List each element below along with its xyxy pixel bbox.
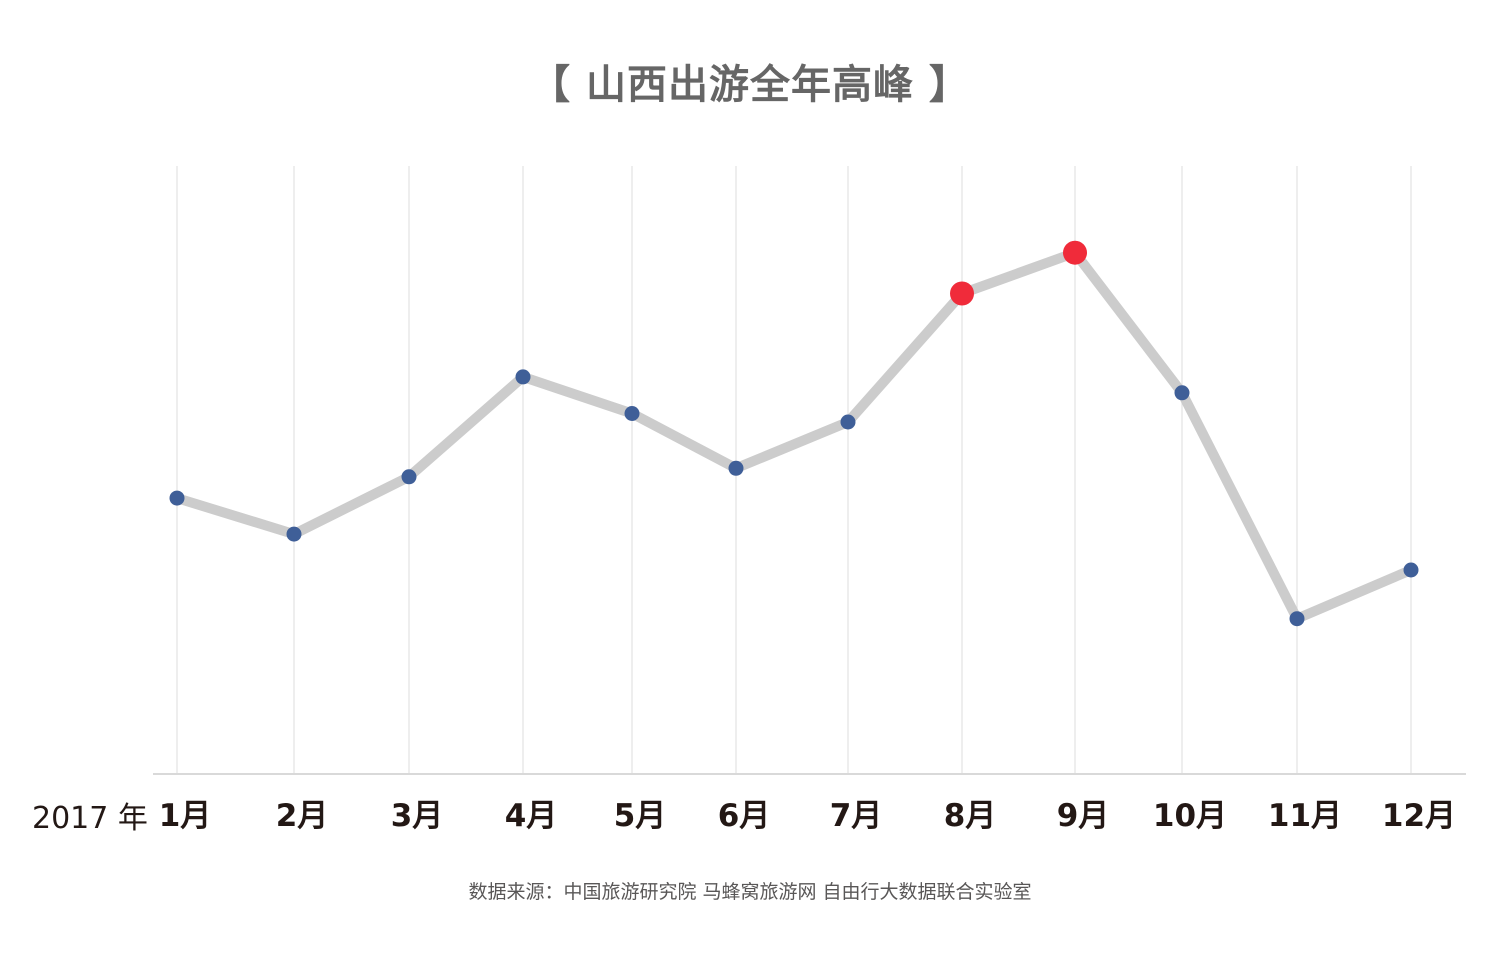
- x-tick-label-10: 10月: [1153, 798, 1227, 834]
- peak-point-8: [950, 281, 974, 306]
- data-point-2: [286, 526, 302, 542]
- data-points: [169, 240, 1419, 627]
- x-tick-labels: 1月 2月 3月 4月 5月 6月 7月 8月 9月 10月 11月 12月: [159, 798, 1456, 834]
- data-point-4: [515, 369, 531, 385]
- x-tick-label-7: 7月: [830, 798, 883, 834]
- data-point-11: [1289, 611, 1305, 627]
- chart-title: 【 山西出游全年高峰 】: [530, 62, 970, 108]
- x-tick-label-12: 12月: [1382, 798, 1456, 834]
- x-tick-label-9: 9月: [1057, 798, 1110, 834]
- x-tick-label-8: 8月: [944, 798, 997, 834]
- data-point-6: [728, 460, 744, 476]
- x-tick-label-1: 1月: [159, 798, 212, 834]
- peak-point-9: [1063, 240, 1087, 265]
- x-tick-label-3: 3月: [391, 798, 444, 834]
- x-tick-label-2: 2月: [276, 798, 329, 834]
- x-tick-label-11: 11月: [1268, 798, 1342, 834]
- x-tick-label-6: 6月: [718, 798, 771, 834]
- x-tick-label-5: 5月: [614, 798, 667, 834]
- data-point-1: [169, 490, 185, 506]
- data-point-7: [840, 414, 856, 430]
- x-tick-label-4: 4月: [505, 798, 558, 834]
- data-point-3: [401, 469, 417, 485]
- data-point-5: [624, 406, 640, 421]
- series-line: [172, 247, 1416, 624]
- source-note: 数据来源：中国旅游研究院 马蜂窝旅游网 自由行大数据联合实验室: [468, 881, 1032, 903]
- data-point-12: [1403, 562, 1419, 578]
- year-label: 2017 年: [32, 801, 148, 836]
- data-point-10: [1174, 385, 1190, 401]
